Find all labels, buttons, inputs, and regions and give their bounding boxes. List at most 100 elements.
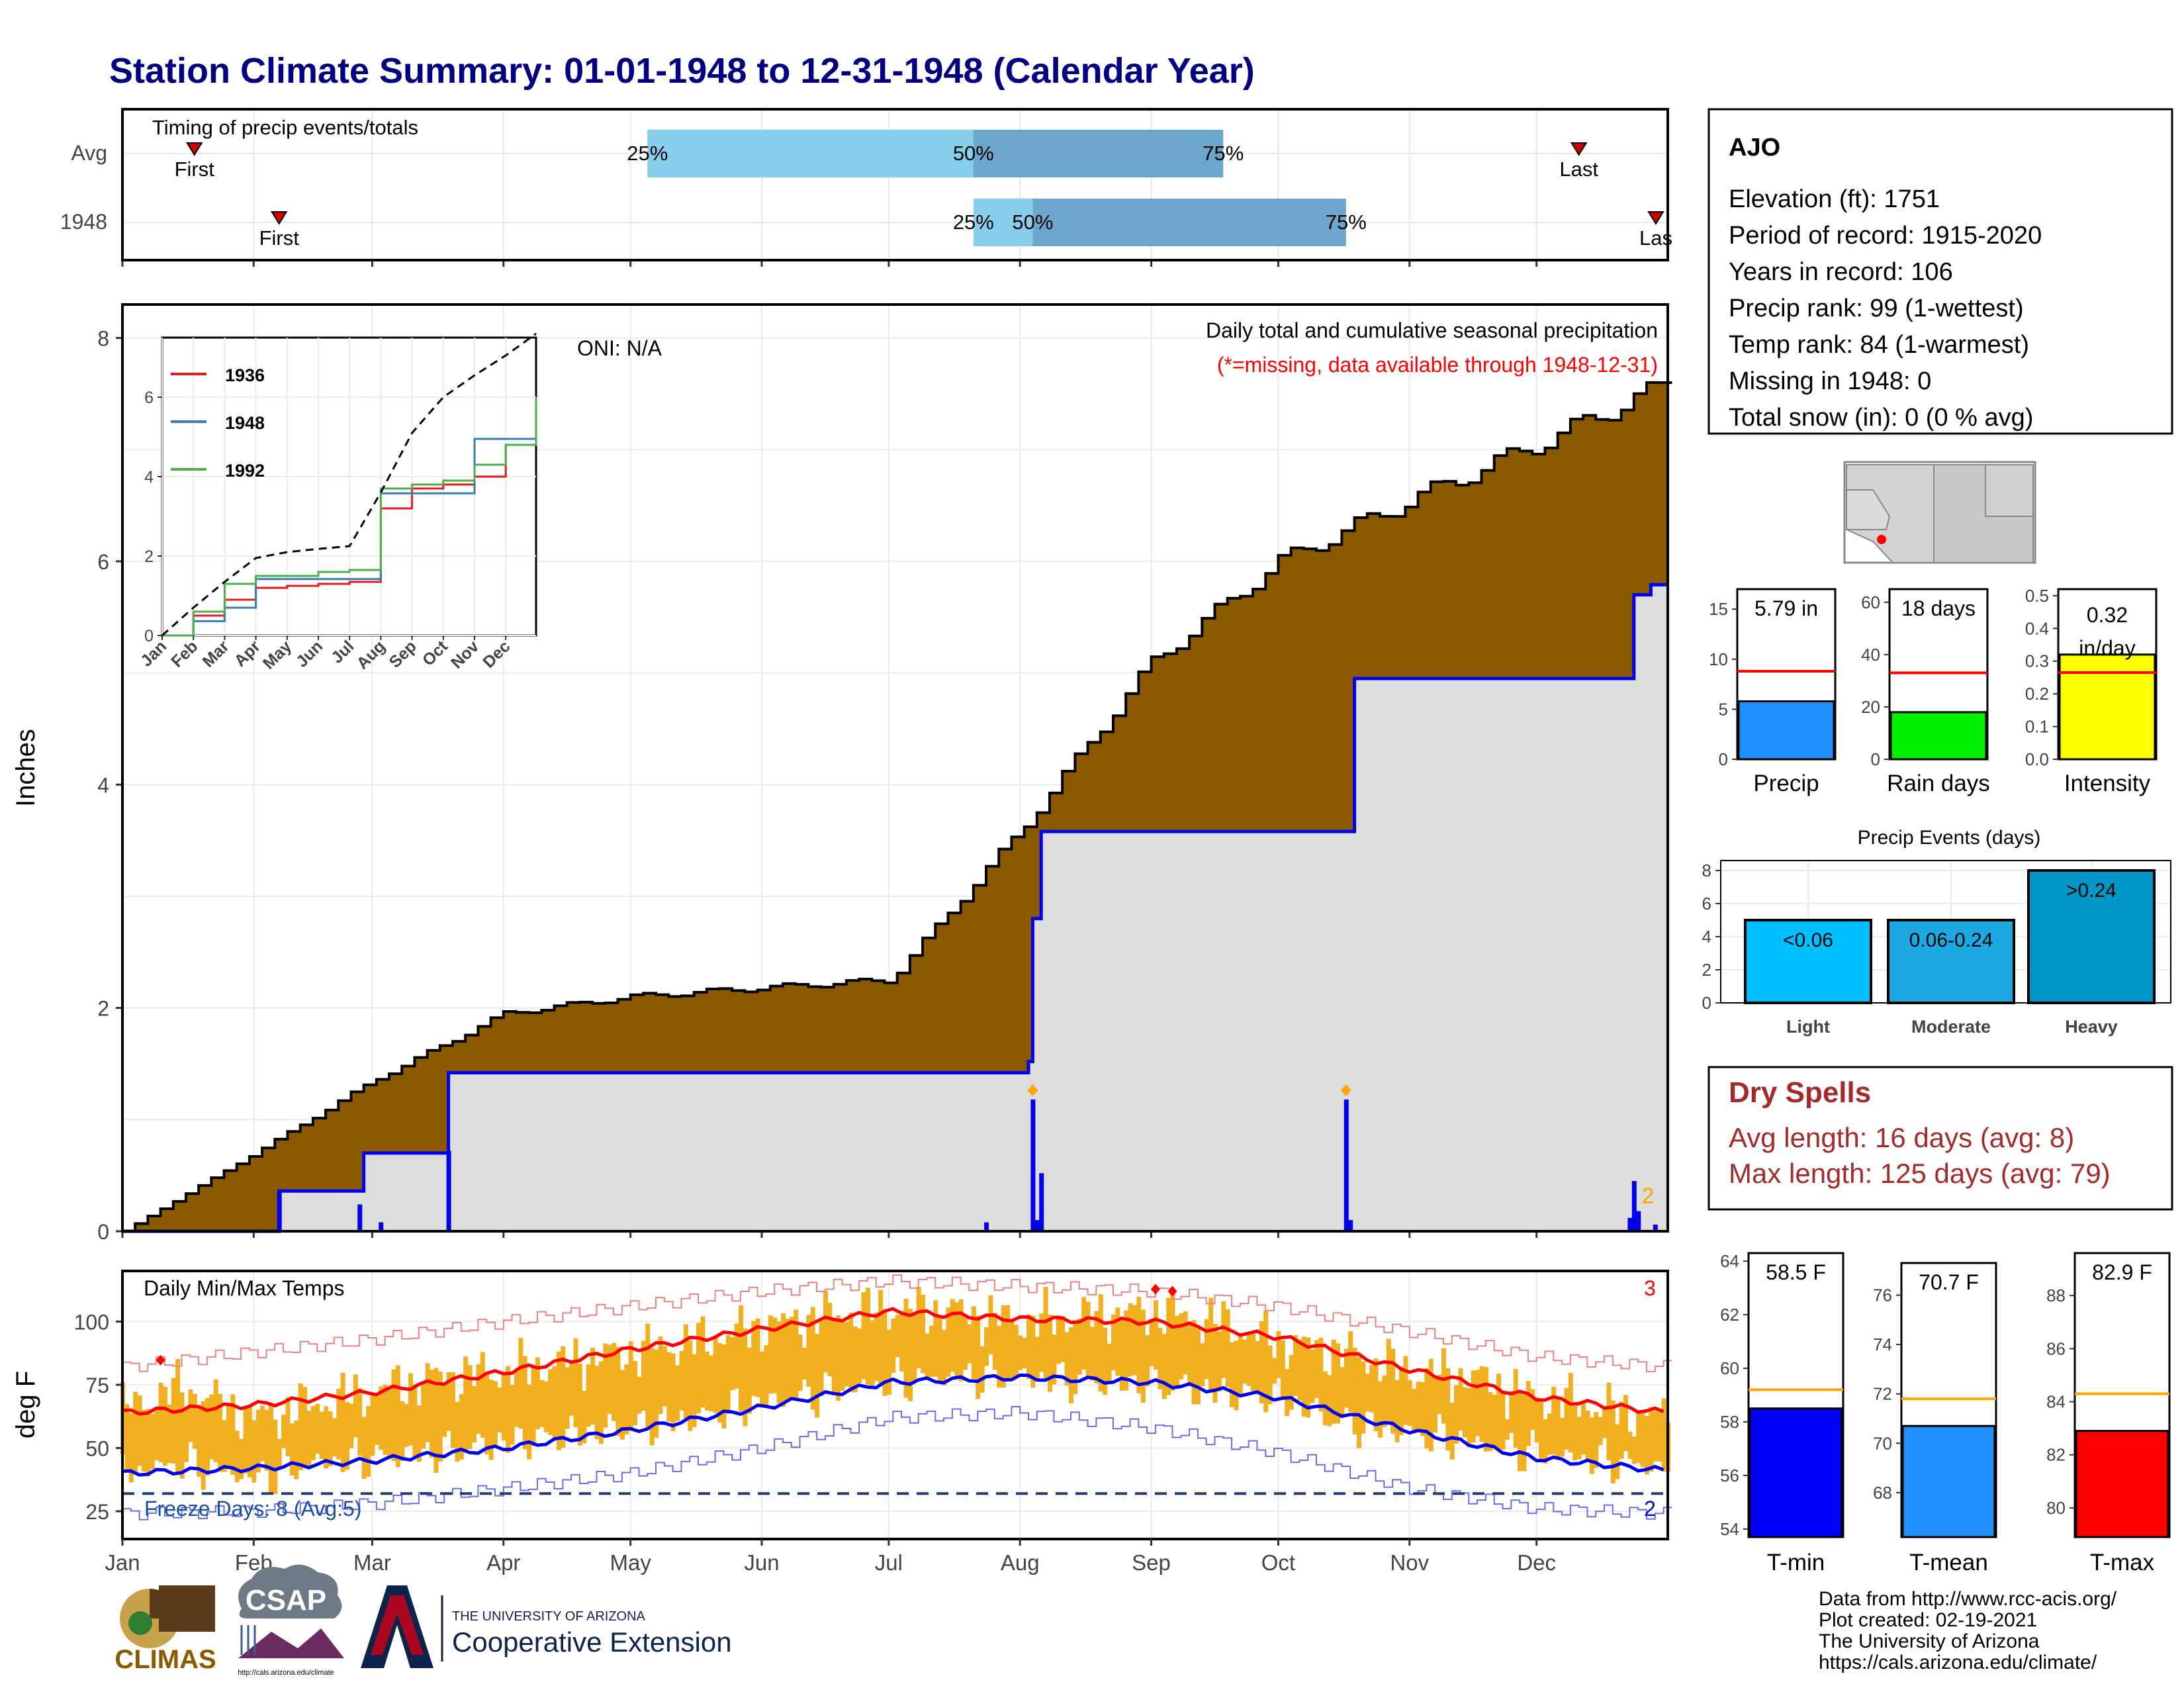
daily-temp-bar [683,1324,688,1419]
temp-summary-y-tick-label: 62 [1720,1305,1739,1325]
daily-temp-bar [1060,1316,1066,1362]
avg-tmin-line [122,1373,1664,1477]
temp-y-tick-label: 50 [85,1436,109,1460]
missing-note: (*=missing, data available through 1948-… [1217,353,1658,377]
daily-temp-bar [150,1413,155,1470]
daily-temp-bar [586,1364,591,1427]
daily-temp-bar [1103,1327,1108,1395]
events-y-tick-label: 4 [1702,927,1711,947]
daily-temp-bar [794,1309,799,1400]
daily-temp-bar [725,1335,731,1414]
precip-y-tick-label: 4 [97,773,109,797]
daily-temp-bar [128,1413,134,1483]
daily-temp-bar [527,1384,532,1460]
daily-temp-bar [1013,1325,1019,1378]
daily-temp-bar [870,1320,875,1387]
dry-spells-title: Dry Spells [1729,1076,1871,1109]
daily-temp-bar [1377,1381,1383,1438]
daily-temp-bar [717,1342,723,1423]
daily-temp-bar [925,1333,930,1380]
inset-series-1948 [162,405,537,637]
month-label: Apr [486,1550,520,1575]
daily-precip-bar [357,1204,363,1231]
page-title: Station Climate Summary: 01-01-1948 to 1… [109,51,1255,91]
daily-temp-bar [865,1288,870,1385]
precip-events-title: Precip Events (days) [1858,827,2041,849]
daily-temp-bar [1094,1311,1099,1383]
daily-temp-bar [302,1387,308,1466]
daily-temp-bar [213,1379,218,1462]
daily-temp-bar [831,1319,837,1396]
daily-temp-bar [878,1289,884,1384]
daily-temp-bar [971,1306,976,1380]
daily-temp-bar [1158,1327,1163,1389]
daily-temp-bar [1496,1373,1502,1449]
timing-year-last-label: Las [1639,226,1672,250]
daily-temp-bar [531,1366,536,1446]
daily-temp-bar [704,1351,709,1411]
daily-temp-bar [810,1307,815,1410]
daily-temp-bar [1475,1370,1480,1436]
timing-event-marker [1647,211,1664,225]
temp-summary-y-tick-label: 56 [1720,1466,1739,1485]
daily-temp-bar [997,1325,1002,1388]
daily-temp-bar [171,1378,176,1464]
daily-temp-bar [556,1351,561,1450]
daily-temp-bar [759,1351,764,1407]
timing-year-q25-label: 25% [953,211,994,234]
mini-bar-value-label: 5.79 in [1754,596,1818,620]
daily-temp-bar [387,1389,392,1456]
daily-temp-bar [857,1328,862,1383]
station-location-marker [1877,535,1886,544]
daily-temp-bar [230,1394,236,1475]
daily-temp-bar [836,1315,841,1401]
daily-temp-bar [488,1380,494,1460]
daily-temp-bar [815,1334,820,1418]
daily-temp-bar [1449,1402,1455,1460]
daily-temp-bar [1030,1315,1036,1388]
daily-temp-bar [1534,1397,1539,1443]
month-label: Oct [1261,1550,1295,1575]
daily-temp-bar [1386,1338,1391,1423]
daily-temp-bar [1161,1334,1167,1399]
dry-spells-box: Dry Spells Avg length: 16 days (avg: 8) … [1707,1066,2173,1211]
daily-temp-bar [361,1417,367,1479]
daily-temp-bar [912,1312,917,1382]
daily-temp-bar [264,1409,269,1471]
daily-temp-bar [226,1403,231,1469]
daily-temp-bar [1225,1309,1230,1387]
daily-temp-bar [1467,1387,1472,1447]
dry-spells-max: Max length: 125 days (avg: 79) [1729,1158,2111,1189]
station-name: AJO [1729,134,1780,162]
inset-y-tick-label: 4 [144,468,154,487]
temp-summary-value-label: 70.7 F [1919,1270,1979,1294]
daily-temp-bar [1653,1411,1658,1462]
daily-temp-bar [370,1393,375,1456]
daily-temp-bar [1293,1335,1298,1396]
locator-map [1843,461,2036,564]
daily-temp-bar [1216,1331,1222,1391]
daily-temp-bar [446,1372,451,1431]
timing-q25-q50-bar [973,199,1033,246]
daily-temp-bar [294,1421,299,1479]
daily-temp-bar [1581,1403,1586,1455]
temp-label: Daily Min/Max Temps [144,1276,344,1300]
daily-temp-bar [1052,1335,1057,1385]
daily-temp-bar [1056,1315,1061,1364]
daily-temp-bar [1212,1324,1218,1403]
temp-summary-bar [1901,1425,1996,1538]
daily-temp-bar [552,1366,557,1441]
daily-temp-bar [1437,1374,1442,1415]
daily-temp-bar [209,1394,214,1460]
daily-temp-bar [183,1409,189,1462]
daily-temp-bar [675,1365,680,1421]
daily-temp-bar [823,1291,828,1373]
record-day-marker [1027,1084,1038,1096]
daily-temp-bar [1619,1401,1624,1459]
daily-temp-bar [1064,1332,1069,1386]
station-snow: Total snow (in): 0 (0 % avg) [1729,404,2033,432]
record-high-marker [1150,1284,1160,1295]
temp-summary-label: T-max [2090,1550,2155,1575]
daily-temp-bar [619,1370,625,1440]
daily-temp-bar [383,1384,388,1455]
